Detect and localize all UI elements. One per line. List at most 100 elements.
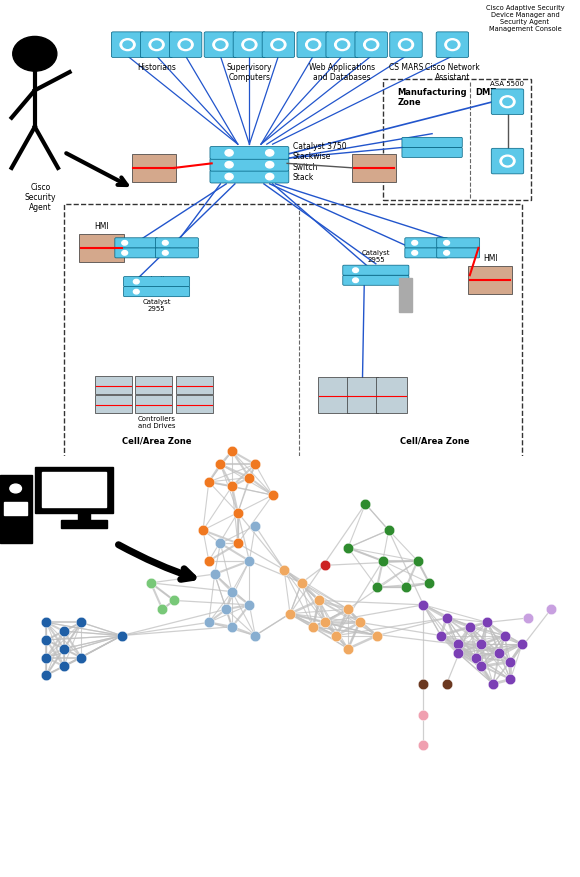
Circle shape: [353, 268, 358, 273]
Text: Controllers: Controllers: [137, 276, 176, 282]
Circle shape: [309, 42, 318, 49]
FancyBboxPatch shape: [233, 32, 266, 59]
FancyBboxPatch shape: [343, 266, 409, 276]
Text: Catalyst
2955: Catalyst 2955: [142, 299, 171, 311]
Circle shape: [367, 42, 376, 49]
Circle shape: [181, 42, 190, 49]
FancyBboxPatch shape: [343, 276, 409, 286]
Circle shape: [178, 39, 193, 52]
FancyBboxPatch shape: [135, 377, 172, 395]
Bar: [399, 278, 412, 312]
FancyBboxPatch shape: [210, 159, 289, 172]
FancyBboxPatch shape: [111, 32, 144, 59]
Circle shape: [245, 42, 254, 49]
Circle shape: [445, 39, 460, 52]
Text: Catalyst
2955: Catalyst 2955: [361, 249, 390, 262]
FancyBboxPatch shape: [405, 239, 448, 248]
Circle shape: [133, 290, 139, 295]
Text: HMI: HMI: [94, 222, 109, 232]
Circle shape: [13, 38, 57, 72]
FancyBboxPatch shape: [124, 277, 190, 288]
Circle shape: [216, 42, 225, 49]
Circle shape: [335, 39, 350, 52]
Circle shape: [444, 252, 450, 256]
Circle shape: [306, 39, 321, 52]
Circle shape: [122, 252, 128, 256]
Circle shape: [500, 156, 515, 168]
Circle shape: [122, 241, 128, 246]
FancyBboxPatch shape: [135, 396, 172, 414]
FancyBboxPatch shape: [115, 239, 158, 248]
Circle shape: [398, 39, 414, 52]
Circle shape: [266, 162, 274, 168]
FancyBboxPatch shape: [437, 248, 480, 259]
Text: Manufacturing
Zone: Manufacturing Zone: [397, 88, 467, 107]
Text: HMI: HMI: [483, 254, 498, 263]
FancyBboxPatch shape: [347, 378, 378, 414]
Text: Cisco
Security
Agent: Cisco Security Agent: [25, 182, 56, 212]
Text: CS MARS: CS MARS: [389, 63, 423, 72]
FancyBboxPatch shape: [204, 32, 237, 59]
Circle shape: [353, 279, 358, 283]
Circle shape: [213, 39, 228, 52]
Circle shape: [271, 39, 286, 52]
Circle shape: [152, 42, 161, 49]
FancyBboxPatch shape: [355, 32, 387, 59]
FancyBboxPatch shape: [115, 248, 158, 259]
Circle shape: [123, 42, 132, 49]
Circle shape: [10, 484, 21, 493]
FancyBboxPatch shape: [210, 147, 289, 160]
Circle shape: [242, 39, 257, 52]
FancyBboxPatch shape: [318, 378, 349, 414]
FancyBboxPatch shape: [468, 267, 512, 295]
Text: Cell/Area Zone: Cell/Area Zone: [122, 436, 191, 445]
Bar: [35, 467, 113, 513]
FancyBboxPatch shape: [155, 239, 198, 248]
Circle shape: [162, 241, 168, 246]
FancyBboxPatch shape: [155, 248, 198, 259]
Text: Cisco Adaptive Security
Device Manager and
Security Agent
Management Console: Cisco Adaptive Security Device Manager a…: [485, 4, 564, 32]
Text: Catalyst 3750
Stackwise
Switch
Stack: Catalyst 3750 Stackwise Switch Stack: [293, 142, 346, 182]
FancyBboxPatch shape: [124, 288, 190, 297]
Circle shape: [503, 99, 512, 106]
Circle shape: [133, 280, 139, 284]
Text: Cisco Network
Assistant: Cisco Network Assistant: [425, 63, 480, 82]
Text: DMZ: DMZ: [476, 88, 497, 96]
FancyBboxPatch shape: [297, 32, 329, 59]
Circle shape: [338, 42, 347, 49]
FancyBboxPatch shape: [140, 32, 173, 59]
FancyBboxPatch shape: [376, 378, 407, 414]
Circle shape: [149, 39, 164, 52]
FancyBboxPatch shape: [326, 32, 358, 59]
Circle shape: [266, 151, 274, 157]
Circle shape: [120, 39, 135, 52]
Circle shape: [225, 162, 233, 168]
Circle shape: [500, 96, 515, 109]
FancyBboxPatch shape: [352, 155, 396, 182]
Text: ASA 5500: ASA 5500: [491, 81, 524, 87]
FancyBboxPatch shape: [95, 377, 132, 395]
FancyBboxPatch shape: [402, 139, 462, 148]
FancyBboxPatch shape: [390, 32, 422, 59]
Circle shape: [401, 42, 411, 49]
Circle shape: [412, 252, 418, 256]
FancyBboxPatch shape: [176, 377, 213, 395]
FancyBboxPatch shape: [169, 32, 202, 59]
Circle shape: [274, 42, 283, 49]
Circle shape: [225, 175, 233, 181]
FancyBboxPatch shape: [210, 171, 289, 184]
Text: Controllers
and Drives: Controllers and Drives: [137, 416, 176, 429]
Text: Web Applications
and Databases: Web Applications and Databases: [309, 63, 375, 82]
Circle shape: [448, 42, 457, 49]
FancyBboxPatch shape: [132, 155, 176, 182]
FancyBboxPatch shape: [95, 396, 132, 414]
Bar: [4, 502, 27, 515]
FancyBboxPatch shape: [436, 32, 469, 59]
FancyBboxPatch shape: [491, 149, 524, 175]
Circle shape: [162, 252, 168, 256]
Bar: [78, 512, 90, 522]
FancyBboxPatch shape: [176, 396, 213, 414]
Text: Supervisory
Computers: Supervisory Computers: [227, 63, 272, 82]
FancyBboxPatch shape: [402, 148, 462, 158]
Circle shape: [364, 39, 379, 52]
